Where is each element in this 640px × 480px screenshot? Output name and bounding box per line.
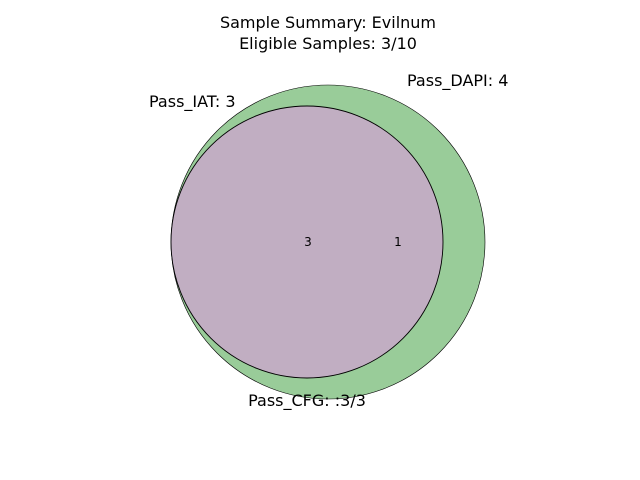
footer-label-pass-cfg: Pass_CFG: :3/3 [248, 391, 366, 411]
region-count-dapi-only: 1 [394, 235, 402, 249]
region-count-intersection: 3 [304, 235, 312, 249]
chart-title-line-2: Eligible Samples: 3/10 [239, 34, 417, 53]
venn-circle-pass-iat [170, 105, 444, 379]
chart-title-line-1: Sample Summary: Evilnum [220, 13, 436, 32]
set-label-pass-iat: Pass_IAT: 3 [149, 92, 236, 112]
set-label-pass-dapi: Pass_DAPI: 4 [407, 71, 508, 91]
